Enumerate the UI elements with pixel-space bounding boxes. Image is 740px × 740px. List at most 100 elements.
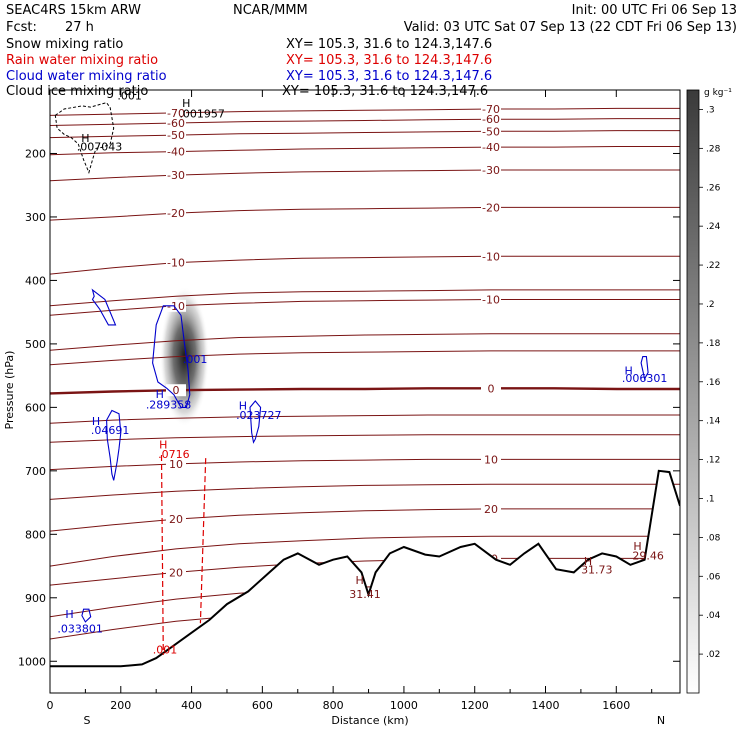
isotherm-label-bg — [481, 293, 501, 306]
colorbar-label: .02 — [706, 650, 720, 660]
isotherm-line — [50, 434, 680, 443]
isotherm-label-bg — [166, 256, 186, 269]
isotherm-label: 20 — [169, 513, 183, 526]
contour-annotation: H — [156, 388, 164, 401]
isotherm-label: -30 — [167, 169, 185, 182]
x-axis-title: Distance (km) — [331, 714, 408, 727]
x-tick-label: 1200 — [461, 699, 489, 712]
y-tick-label: 400 — [25, 274, 46, 287]
end-label-north: N — [657, 714, 665, 727]
x-tick-label: 1400 — [532, 699, 560, 712]
colorbar: g kg⁻¹ .3 .28 .26 .24 .22 .2 .18 .16 .14 .12 .1 .08… — [686, 88, 732, 694]
model-title: SEAC4RS 15km ARW — [6, 3, 141, 18]
isotherm-line — [50, 483, 680, 500]
axes: 0 200 400 600 800 1000 1200 1400 160020030040050… — [18, 90, 680, 712]
isotherm-line — [50, 299, 680, 316]
colorbar-label: .12 — [706, 456, 720, 466]
x-tick-label: 600 — [252, 699, 273, 712]
x-tick-label: 0 — [47, 699, 54, 712]
isotherm-label: -30 — [482, 164, 500, 177]
isotherm-label-bg — [481, 163, 501, 176]
isotherm-line — [50, 118, 680, 126]
isotherm-line — [50, 458, 680, 471]
isotherm-line — [50, 130, 680, 139]
terrain-fill — [50, 470, 680, 693]
y-tick-label: 700 — [25, 465, 46, 478]
contour-annotation: H — [65, 608, 73, 621]
colorbar-label: .3 — [706, 105, 715, 115]
valid-time: Valid: 03 UTC Sat 07 Sep 13 (22 CDT Fri … — [404, 20, 737, 35]
field-cloudwater-xy: XY= 105.3, 31.6 to 124.3,147.6 — [286, 69, 492, 84]
y-axis-title: Pressure (hPa) — [3, 351, 16, 430]
contour-annotation: H — [159, 439, 167, 452]
field-rain-xy: XY= 105.3, 31.6 to 124.3,147.6 — [286, 53, 492, 68]
isotherm-line — [50, 350, 680, 366]
cloud-water-contour — [106, 409, 122, 481]
isotherm-label-bg — [166, 169, 186, 182]
contour-annotation: .001 — [153, 644, 178, 657]
x-tick-label: 200 — [110, 699, 131, 712]
isotherm-label-bg — [481, 453, 501, 466]
x-tick-label: 1000 — [390, 699, 418, 712]
plot-area: -70 -70-60 -60-50 -50-40 -40-30 -30-20 -20-10-… — [50, 90, 680, 693]
field-cloudwater-name: Cloud water mixing ratio — [6, 69, 167, 84]
terrain-line — [50, 469, 680, 668]
isotherm-label: -20 — [167, 207, 185, 220]
field-cloudice-name: Cloud ice mixing ratio — [6, 84, 148, 99]
isotherm-label-bg — [166, 384, 186, 397]
colorbar-label: .24 — [706, 222, 721, 232]
x-tick-label: 1600 — [602, 699, 630, 712]
plot-frame — [49, 89, 681, 694]
contour-annotation: .0716 — [158, 448, 190, 461]
contour-annotation: .289358 — [146, 399, 192, 412]
x-tick-label: 800 — [323, 699, 344, 712]
isotherm-line — [50, 146, 680, 156]
contour-annotation: .001957 — [179, 107, 225, 120]
contour-annotation: 31.73 — [581, 564, 613, 577]
isotherm-label-bg — [481, 103, 501, 116]
field-rain-name: Rain water mixing ratio — [6, 53, 158, 68]
isotherm-line — [50, 535, 680, 567]
contour-annotation: H — [239, 399, 247, 412]
snow-contour — [54, 102, 115, 175]
isotherm-line — [50, 508, 680, 532]
contour-annotation: H — [92, 415, 100, 428]
contour-annotation: .001 — [183, 353, 208, 366]
contour-annotation: H — [633, 540, 641, 553]
isotherm-line — [50, 107, 680, 116]
colorbar-label: .26 — [706, 183, 721, 193]
isotherm-line — [50, 387, 680, 395]
isotherm-label-bg — [166, 145, 186, 158]
cloud-water-contour — [91, 288, 117, 326]
y-tick-label: 1000 — [18, 655, 46, 668]
contour-annotation: .007043 — [77, 140, 123, 153]
isotherm-label: 20 — [169, 566, 183, 579]
contour-annotation: 29.46 — [632, 550, 664, 563]
isotherm-line — [50, 169, 680, 182]
colorbar-label: .06 — [706, 572, 721, 582]
cloud-water-contour — [249, 400, 262, 444]
colorbar-label: .08 — [706, 533, 721, 543]
isotherm-label: -70 — [482, 103, 500, 116]
isotherm-line — [50, 333, 680, 351]
colorbar-label: .04 — [706, 611, 721, 621]
isotherm-label: -50 — [167, 129, 185, 142]
contour-annotation: .006301 — [622, 372, 668, 385]
y-tick-label: 600 — [25, 401, 46, 414]
isotherm-label: 0 — [488, 382, 495, 395]
isotherm-line — [50, 206, 680, 221]
y-tick-label: 200 — [25, 147, 46, 160]
isotherm-label-bg — [166, 207, 186, 220]
isotherm-label-bg — [481, 113, 501, 126]
isotherm-label-bg — [166, 129, 186, 142]
colorbar-label: .2 — [706, 300, 715, 310]
center-title: NCAR/MMM — [233, 3, 308, 18]
y-tick-label: 300 — [25, 211, 46, 224]
contour-annotation: H — [182, 97, 190, 110]
isotherm-label-bg — [166, 299, 186, 312]
colorbar-label: .14 — [706, 417, 721, 427]
isotherm-label-bg — [166, 117, 186, 130]
isotherm-line — [50, 289, 680, 307]
isotherm-label-bg — [481, 141, 501, 154]
